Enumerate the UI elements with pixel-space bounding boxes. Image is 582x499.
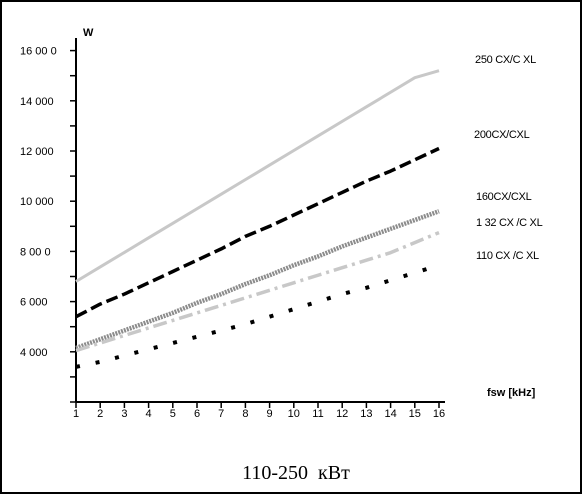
y-tick-label: 8 00 0 (20, 246, 51, 258)
x-tick-label: 15 (409, 408, 421, 420)
series-line-4 (75, 230, 440, 353)
x-tick-label: 4 (146, 408, 152, 420)
y-tick-label: 10 000 (20, 196, 54, 208)
series-label-2: 200CX/CXL (474, 129, 530, 141)
series-line-5 (75, 263, 440, 369)
y-tick-label: 6 000 (20, 297, 48, 309)
x-tick-label: 12 (336, 408, 348, 420)
x-tick-label: 11 (312, 408, 323, 420)
x-axis-title: fsw [kHz] (487, 387, 536, 399)
x-tick-label: 3 (121, 408, 127, 420)
y-tick-label: 16 00 0 (20, 46, 57, 58)
chart-caption: 110-250 кВт (242, 462, 350, 484)
series-line-2 (75, 146, 440, 319)
series-label-1: 250 CX/C XL (475, 54, 536, 66)
x-tick-label: 7 (218, 408, 224, 420)
y-tick-label: 12 000 (20, 146, 54, 158)
y-axis-title: W (83, 27, 94, 39)
series-line-1 (75, 69, 440, 283)
x-tick-label: 14 (384, 408, 396, 420)
axes-layer (70, 38, 445, 408)
x-tick-label: 5 (170, 408, 176, 420)
x-tick-label: 13 (360, 408, 372, 420)
x-tick-label: 1 (73, 408, 79, 420)
series-layer (75, 69, 440, 369)
y-tick-label: 4 000 (20, 347, 48, 359)
series-label-4: 1 32 CX /C XL (476, 217, 543, 229)
x-tick-label: 9 (267, 408, 273, 420)
labels-layer: 16 00 0 14 000 12 000 10 000 8 00 0 6 000 4 00… (20, 46, 543, 420)
series-label-3: 160CX/CXL (476, 191, 532, 203)
x-tick-label: 6 (194, 408, 200, 420)
y-tick-label: 14 000 (20, 96, 54, 108)
series-label-5: 110 CX /C XL (476, 250, 539, 262)
x-tick-label: 8 (242, 408, 248, 420)
x-tick-label: 16 (433, 408, 445, 420)
x-tick-label: 2 (97, 408, 103, 420)
series-line-3 (75, 209, 440, 351)
x-tick-label: 10 (288, 408, 300, 420)
